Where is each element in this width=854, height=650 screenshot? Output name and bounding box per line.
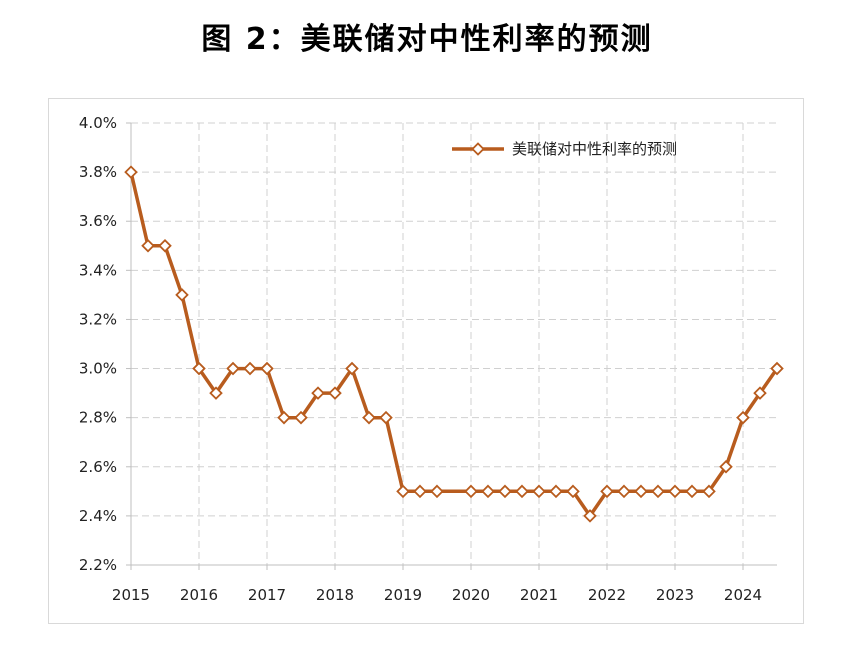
series-line xyxy=(129,171,779,518)
data-point xyxy=(362,410,376,425)
data-point xyxy=(141,239,155,253)
y-axis-ticks: 2.2% 2.4% 2.6% 2.8% 3.0% 3.2% 3.4% 3.6% 3.8% 4.0% xyxy=(79,114,117,574)
data-point xyxy=(549,484,563,499)
data-point xyxy=(719,460,733,474)
y-tick-label: 2.6% xyxy=(79,458,117,476)
y-tick-label: 3.2% xyxy=(79,310,117,328)
chart-title: 图 2：美联储对中性利率的预测 xyxy=(201,22,653,57)
data-point xyxy=(464,484,478,499)
data-point xyxy=(277,410,291,425)
x-tick-label: 2020 xyxy=(452,586,490,604)
y-tick-label: 4.0% xyxy=(79,114,117,132)
data-point xyxy=(685,484,699,499)
data-point xyxy=(209,386,223,400)
data-point xyxy=(566,484,580,499)
data-point xyxy=(668,484,682,499)
data-point xyxy=(294,410,308,425)
data-point xyxy=(702,484,716,499)
x-tick-label: 2024 xyxy=(724,586,762,604)
data-point xyxy=(498,484,512,499)
data-point xyxy=(311,386,325,400)
data-point xyxy=(175,288,189,302)
data-point xyxy=(345,361,359,376)
data-point xyxy=(379,410,393,425)
data-point xyxy=(617,484,631,499)
data-point xyxy=(413,484,427,499)
y-tick-label: 3.4% xyxy=(79,261,117,279)
x-tick-label: 2017 xyxy=(248,586,286,604)
x-tick-label: 2018 xyxy=(316,586,354,604)
data-point xyxy=(260,361,274,376)
data-point xyxy=(634,484,648,499)
legend-label: 美联储对中性利率的预测 xyxy=(512,140,677,158)
grid-lines xyxy=(131,122,777,565)
data-point xyxy=(328,386,342,400)
data-point xyxy=(243,361,257,376)
data-point xyxy=(396,484,410,499)
series-group xyxy=(124,165,784,523)
data-point xyxy=(753,386,767,400)
data-point xyxy=(651,484,665,499)
data-point xyxy=(124,165,138,179)
y-tick-label: 3.0% xyxy=(79,360,117,378)
data-point xyxy=(430,484,444,499)
data-point xyxy=(583,509,597,523)
data-point xyxy=(515,484,529,499)
y-tick-label: 2.4% xyxy=(79,507,117,525)
y-tick-label: 2.8% xyxy=(79,409,117,427)
y-tick-label: 3.8% xyxy=(79,163,117,181)
data-point xyxy=(600,484,614,499)
x-axis-ticks: 2015 2016 2017 2018 2019 2020 2021 2022 2023 2024 xyxy=(112,586,762,604)
data-point xyxy=(532,484,546,499)
legend-marker xyxy=(471,142,485,156)
x-tick-label: 2022 xyxy=(588,586,626,604)
x-tick-label: 2021 xyxy=(520,586,558,604)
data-point xyxy=(192,361,206,376)
y-tick-label: 2.2% xyxy=(79,556,117,574)
data-point xyxy=(481,484,495,499)
x-tick-label: 2015 xyxy=(112,586,150,604)
data-point xyxy=(770,361,784,376)
axes xyxy=(126,122,777,570)
data-point xyxy=(736,410,750,425)
x-tick-label: 2023 xyxy=(656,586,694,604)
y-tick-label: 3.6% xyxy=(79,212,117,230)
legend: 美联储对中性利率的预测 xyxy=(452,140,677,158)
chart-frame xyxy=(48,98,804,624)
x-tick-label: 2016 xyxy=(180,586,218,604)
data-point xyxy=(226,361,240,376)
data-point xyxy=(158,239,172,253)
x-tick-label: 2019 xyxy=(384,586,422,604)
